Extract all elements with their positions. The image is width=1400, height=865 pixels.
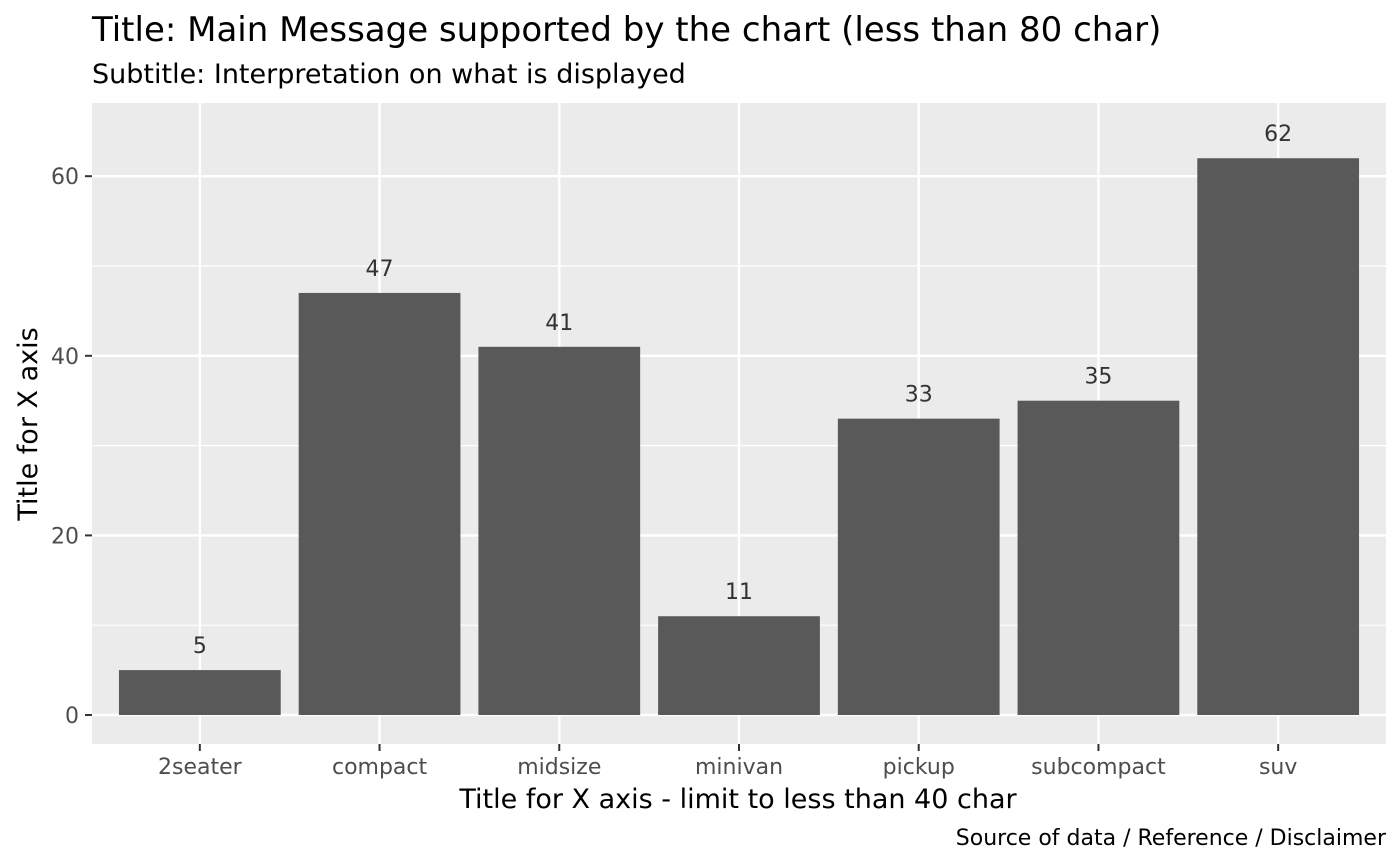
- x-tick-label: minivan: [695, 755, 783, 780]
- y-tick-label: 0: [65, 704, 79, 729]
- data-label: 41: [545, 311, 573, 336]
- data-label: 62: [1264, 122, 1292, 147]
- chart-subtitle: Subtitle: Interpretation on what is disp…: [92, 59, 686, 90]
- x-tick-label: 2seater: [158, 755, 243, 780]
- bars: [118, 158, 1360, 716]
- x-tick-label: compact: [332, 755, 428, 780]
- bar: [1197, 158, 1360, 716]
- bar: [1017, 400, 1180, 715]
- bar: [658, 616, 820, 715]
- y-tick-label: 40: [51, 345, 79, 370]
- x-tick-label: subcompact: [1031, 755, 1166, 780]
- y-tick-label: 20: [51, 524, 79, 549]
- data-label: 11: [725, 580, 753, 605]
- bar: [837, 418, 1000, 715]
- bar: [118, 670, 281, 715]
- x-axis-title: Title for X axis - limit to less than 40…: [458, 784, 1017, 815]
- data-labels: 5 47 41 11 33 35 62: [193, 122, 1292, 659]
- bar: [298, 292, 461, 715]
- data-label: 33: [905, 383, 933, 408]
- x-tick-label: suv: [1259, 755, 1297, 780]
- data-label: 5: [193, 634, 207, 659]
- axes: 0 20 40 60 2seater compact midsize minivan picku…: [51, 165, 1297, 780]
- data-label: 35: [1084, 365, 1112, 390]
- x-tick-label: pickup: [883, 755, 955, 780]
- bar: [478, 346, 641, 715]
- chart-caption: Source of data / Reference / Disclaimer: [956, 826, 1387, 851]
- y-axis-title: Title for X axis: [13, 327, 44, 521]
- x-tick-label: midsize: [517, 755, 601, 780]
- chart-title: Title: Main Message supported by the cha…: [91, 10, 1161, 50]
- data-label: 47: [366, 257, 394, 282]
- y-tick-label: 60: [51, 165, 79, 190]
